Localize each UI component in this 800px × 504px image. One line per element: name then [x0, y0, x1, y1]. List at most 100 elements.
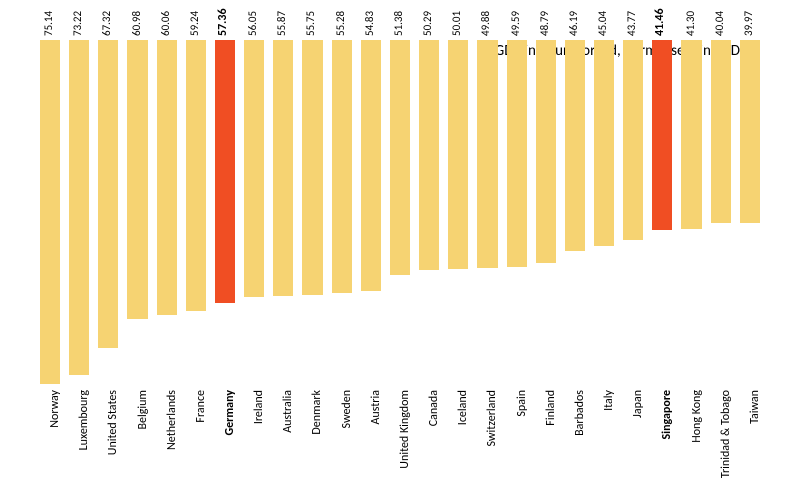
bar-label: United Kingdom — [398, 384, 412, 469]
bar: 50.29 — [419, 40, 439, 270]
bar-label: Iceland — [456, 384, 470, 425]
bar-label: Denmark — [310, 384, 324, 435]
bar-slot: 55.75Denmark — [302, 40, 322, 384]
bar: 60.98 — [127, 40, 147, 319]
bar-label: Taiwan — [748, 384, 762, 424]
gdp-bar-chart: GDP in hour worked, normalised, in USD 7… — [40, 40, 760, 484]
bar-value: 49.59 — [509, 11, 522, 36]
bar: 40.04 — [711, 40, 731, 223]
bar-label: Singapore — [660, 384, 674, 440]
bar: 55.87 — [273, 40, 293, 296]
bar-label: Germany — [223, 384, 237, 436]
bar-value: 45.04 — [596, 11, 609, 36]
bar-label: Hong Kong — [690, 384, 704, 443]
bar-label: Ireland — [252, 384, 266, 424]
bar-label: Luxembourg — [77, 384, 91, 450]
bar: 73.22 — [69, 40, 89, 375]
bar-label: Australia — [281, 384, 295, 433]
bar-value: 50.01 — [450, 11, 463, 36]
bar-slot: 54.83Austria — [361, 40, 381, 384]
bar-value: 51.38 — [392, 11, 405, 36]
bar-slot: 55.87Australia — [273, 40, 293, 384]
bar: 45.04 — [594, 40, 614, 246]
bar-slot: 49.88Switzerland — [477, 40, 497, 384]
bar-value: 55.87 — [275, 11, 288, 36]
bar-label: Spain — [515, 384, 529, 417]
bar-value: 54.83 — [363, 11, 376, 36]
bar-slot: 57.36Germany — [215, 40, 235, 384]
bar-value: 56.05 — [246, 11, 259, 36]
bar: 55.75 — [302, 40, 322, 295]
bar-value: 75.14 — [42, 11, 55, 36]
bar: 49.59 — [507, 40, 527, 267]
bar-slot: 41.46Singapore — [652, 40, 672, 384]
bar-value: 39.97 — [742, 11, 755, 36]
bar: 59.24 — [186, 40, 206, 311]
bar: 50.01 — [448, 40, 468, 269]
bar: 56.05 — [244, 40, 264, 297]
bar-value: 55.75 — [304, 11, 317, 36]
bar-slot: 50.01Iceland — [448, 40, 468, 384]
bar: 48.79 — [536, 40, 556, 263]
bar: 49.88 — [477, 40, 497, 268]
bar-slot: 48.79Finland — [536, 40, 556, 384]
bar-label: Finland — [544, 384, 558, 426]
bar-value: 60.98 — [130, 11, 143, 36]
bar-slot: 59.24France — [186, 40, 206, 384]
bar: 51.38 — [390, 40, 410, 275]
bar-value: 50.29 — [421, 11, 434, 36]
bar-slot: 51.38United Kingdom — [390, 40, 410, 384]
bar: 41.30 — [681, 40, 701, 229]
bar-slot: 60.98Belgium — [127, 40, 147, 384]
bar-value: 73.22 — [71, 11, 84, 36]
bar-slot: 60.06Netherlands — [157, 40, 177, 384]
bar-label: Sweden — [340, 384, 354, 428]
bar-label: Belgium — [136, 384, 150, 430]
bar-value: 60.06 — [159, 11, 172, 36]
bar-slot: 43.77Japan — [623, 40, 643, 384]
bar-label: Italy — [602, 384, 616, 411]
bar-label: Japan — [631, 384, 645, 418]
bar-slot: 55.28Sweden — [332, 40, 352, 384]
bar-slot: 49.59Spain — [507, 40, 527, 384]
bar-slot: 67.32United States — [98, 40, 118, 384]
bar: 41.46 — [652, 40, 672, 230]
bar: 57.36 — [215, 40, 235, 303]
bar-value: 59.24 — [188, 11, 201, 36]
bar-slot: 40.04Trinidad & Tobago — [711, 40, 731, 384]
bar-value: 48.79 — [538, 11, 551, 36]
bar-slot: 46.19Barbados — [565, 40, 585, 384]
bar: 39.97 — [740, 40, 760, 223]
bar-label: Austria — [369, 384, 383, 425]
bar-label: Trinidad & Tobago — [719, 384, 733, 478]
bar-label: Netherlands — [165, 384, 179, 450]
bar-value: 57.36 — [216, 8, 230, 36]
bar-slot: 73.22Luxembourg — [69, 40, 89, 384]
bar: 46.19 — [565, 40, 585, 251]
bar-label: Norway — [48, 384, 62, 428]
bar-slot: 75.14Norway — [40, 40, 60, 384]
bar-value: 41.30 — [684, 11, 697, 36]
bar-value: 41.46 — [653, 8, 667, 36]
bar-slot: 50.29Canada — [419, 40, 439, 384]
bar-slot: 39.97Taiwan — [740, 40, 760, 384]
bar-value: 46.19 — [567, 11, 580, 36]
bar-slot: 56.05Ireland — [244, 40, 264, 384]
bar: 60.06 — [157, 40, 177, 315]
bar-value: 55.28 — [334, 11, 347, 36]
bar: 75.14 — [40, 40, 60, 384]
bar-value: 49.88 — [479, 11, 492, 36]
bar: 67.32 — [98, 40, 118, 348]
bar: 55.28 — [332, 40, 352, 293]
bar-value: 40.04 — [713, 11, 726, 36]
bar-slot: 41.30Hong Kong — [681, 40, 701, 384]
bar-label: France — [194, 384, 208, 423]
bar: 54.83 — [361, 40, 381, 291]
bar: 43.77 — [623, 40, 643, 240]
bar-label: Canada — [427, 384, 441, 426]
bar-value: 43.77 — [625, 11, 638, 36]
bar-label: Switzerland — [485, 384, 499, 447]
bar-value: 67.32 — [100, 11, 113, 36]
bar-slot: 45.04Italy — [594, 40, 614, 384]
bar-label: United States — [106, 384, 120, 455]
